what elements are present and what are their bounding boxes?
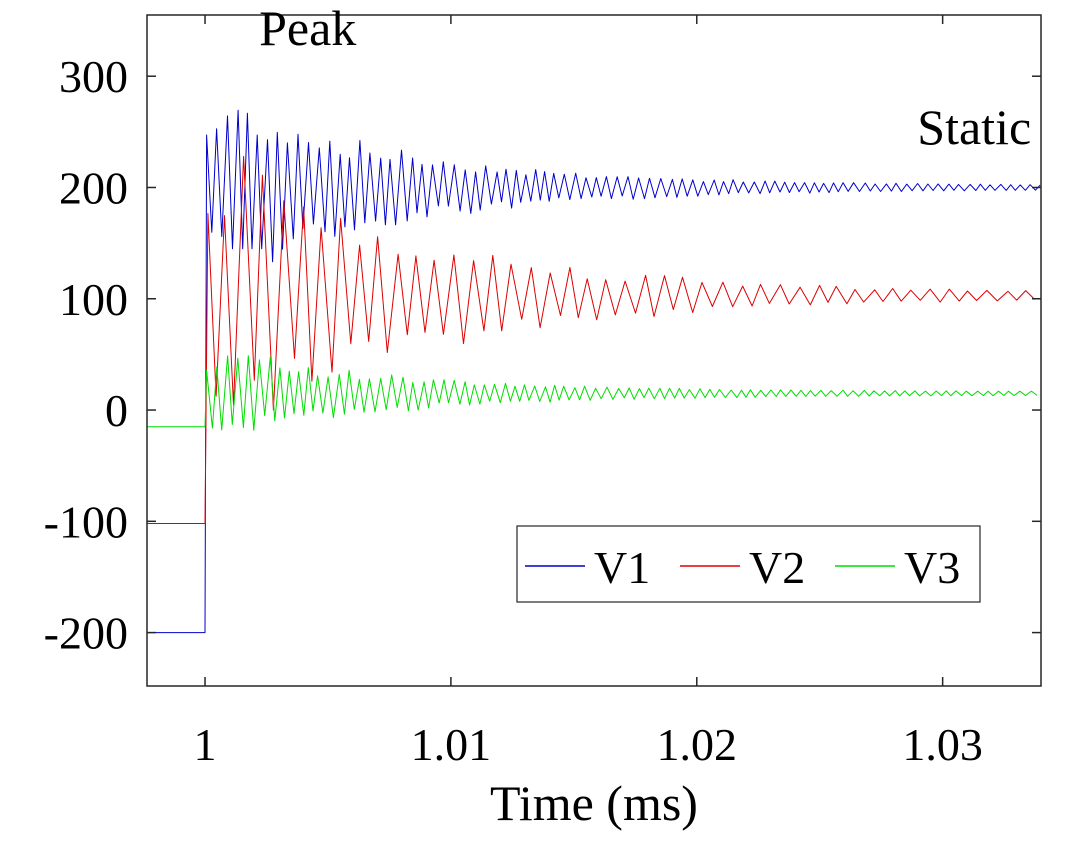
legend-label-v2: V2 xyxy=(749,542,805,593)
legend-label-v3: V3 xyxy=(904,542,960,593)
x-tick-label: 1.02 xyxy=(657,719,738,770)
y-tick-label: -200 xyxy=(44,608,128,659)
y-tick-label: 300 xyxy=(59,51,128,102)
legend: V1 V2 V3 xyxy=(516,525,981,603)
series-line-v3 xyxy=(147,355,1038,431)
x-tick-label: 1 xyxy=(194,719,217,770)
series-line-v2 xyxy=(147,155,1036,524)
y-tick-label: -100 xyxy=(44,496,128,547)
y-tick-label: 200 xyxy=(59,162,128,213)
legend-box xyxy=(516,525,981,603)
annotation-static: Static xyxy=(917,99,1031,155)
x-tick-label: 1.03 xyxy=(902,719,983,770)
x-tick-label: 1.01 xyxy=(411,719,492,770)
x-axis-label: Time (ms) xyxy=(490,775,698,831)
legend-label-v1: V1 xyxy=(594,542,650,593)
y-tick-label: 0 xyxy=(105,385,128,436)
series-line-v1 xyxy=(147,109,1041,634)
series-layer xyxy=(147,109,1041,634)
plot-frame xyxy=(146,14,1042,687)
ticks-layer: -200 -100 0 100 200 300 1 1.01 1.02 1.03 xyxy=(44,15,1041,770)
annotation-peak: Peak xyxy=(259,0,356,56)
y-tick-label: 100 xyxy=(59,274,128,325)
